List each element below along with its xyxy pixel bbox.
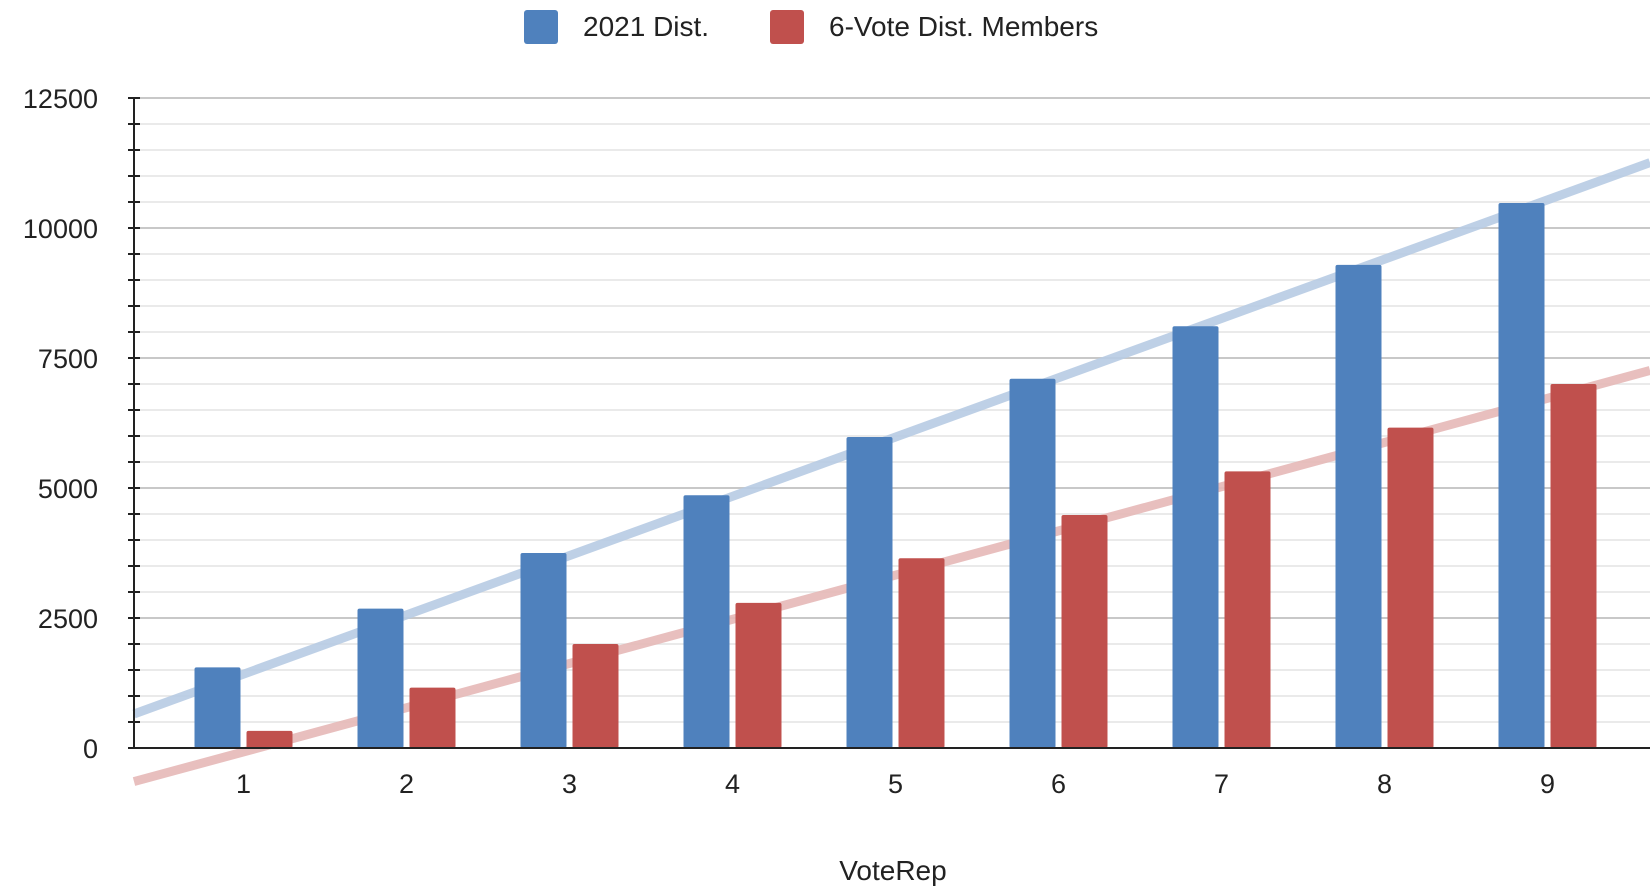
bar-series-1-cat-4 bbox=[683, 495, 730, 748]
y-tick-label: 10000 bbox=[23, 214, 98, 244]
x-tick-label: 6 bbox=[1051, 769, 1066, 799]
bar-series-1-cat-8 bbox=[1335, 264, 1382, 748]
legend-label-series-1: 2021 Dist. bbox=[583, 11, 709, 42]
legend-swatch-series-1 bbox=[524, 10, 558, 44]
y-tick-label: 0 bbox=[83, 734, 98, 764]
bar-series-1-cat-9 bbox=[1498, 203, 1545, 749]
legend: 2021 Dist. 6-Vote Dist. Members bbox=[524, 10, 1098, 44]
legend-swatch-series-2 bbox=[770, 10, 804, 44]
y-tick-label: 2500 bbox=[38, 604, 98, 634]
x-tick-label: 3 bbox=[562, 769, 577, 799]
gridlines bbox=[134, 97, 1650, 723]
bar-series-2-cat-1 bbox=[246, 730, 293, 748]
y-tick-label: 12500 bbox=[23, 84, 98, 114]
bar-series-2-cat-5 bbox=[898, 558, 945, 748]
bar-series-2-cat-8 bbox=[1387, 427, 1434, 748]
x-axis-title: VoteRep bbox=[839, 855, 946, 886]
bar-series-2-cat-2 bbox=[409, 687, 456, 748]
bar-series-2-cat-4 bbox=[735, 602, 782, 748]
bar-series-1-cat-5 bbox=[846, 437, 893, 748]
y-tick-label: 5000 bbox=[38, 474, 98, 504]
bar-series-2-cat-7 bbox=[1224, 471, 1271, 748]
bar-series-1-cat-2 bbox=[357, 608, 404, 748]
y-tick-label: 7500 bbox=[38, 344, 98, 374]
x-tick-label: 5 bbox=[888, 769, 903, 799]
bar-series-1-cat-6 bbox=[1009, 378, 1056, 748]
bars bbox=[194, 203, 1597, 749]
bar-series-2-cat-9 bbox=[1550, 384, 1597, 748]
x-tick-label: 8 bbox=[1377, 769, 1392, 799]
bar-series-1-cat-3 bbox=[520, 553, 567, 748]
axes bbox=[128, 97, 1650, 749]
x-tick-label: 7 bbox=[1214, 769, 1229, 799]
x-tick-label: 2 bbox=[399, 769, 414, 799]
x-tick-label: 9 bbox=[1540, 769, 1555, 799]
x-tick-label: 4 bbox=[725, 769, 740, 799]
legend-label-series-2: 6-Vote Dist. Members bbox=[829, 11, 1098, 42]
bar-series-2-cat-6 bbox=[1061, 515, 1108, 748]
bar-series-1-cat-7 bbox=[1172, 326, 1219, 748]
bar-series-2-cat-3 bbox=[572, 644, 619, 748]
bar-series-1-cat-1 bbox=[194, 667, 241, 748]
x-tick-label: 1 bbox=[236, 769, 251, 799]
axis-labels: 0 2500 5000 7500 10000 12500 1 2 3 4 5 6 7 8 9 bbox=[23, 84, 1555, 799]
